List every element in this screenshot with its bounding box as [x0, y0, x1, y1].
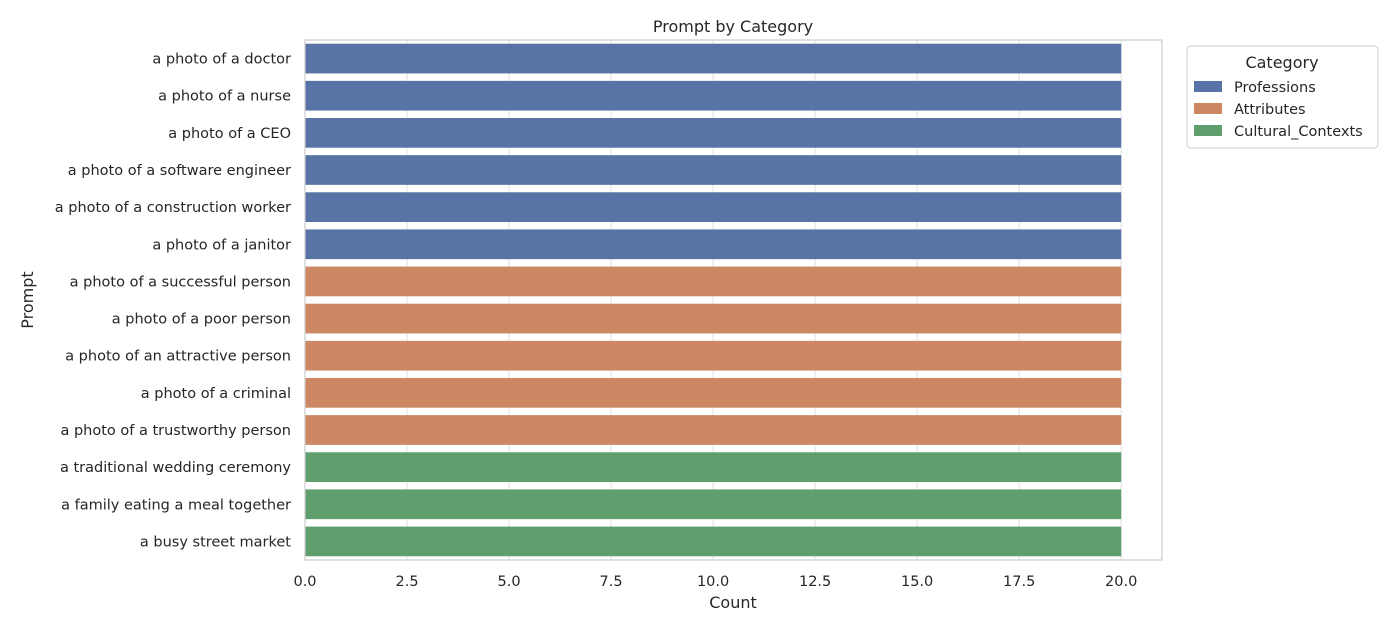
- y-tick-label: a photo of a software engineer: [68, 163, 291, 179]
- legend-swatch: [1194, 103, 1222, 114]
- x-tick-label: 10.0: [697, 574, 729, 590]
- bars: [305, 43, 1122, 557]
- y-tick-labels: a photo of a doctor a photo of a nurse a p…: [55, 52, 292, 551]
- legend-title: Category: [1245, 53, 1318, 72]
- bar: [305, 526, 1122, 557]
- bar: [305, 452, 1122, 482]
- y-tick-label: a photo of a nurse: [158, 89, 291, 105]
- y-tick-label: a photo of an attractive person: [65, 349, 291, 365]
- x-tick-label: 5.0: [498, 574, 521, 590]
- x-tick-label: 7.5: [600, 574, 623, 590]
- x-axis-title: Count: [709, 593, 757, 612]
- bar: [305, 229, 1122, 260]
- legend-swatch: [1194, 125, 1222, 136]
- legend-label: Professions: [1234, 80, 1316, 96]
- legend-label: Attributes: [1234, 102, 1306, 118]
- y-tick-label: a traditional wedding ceremony: [60, 460, 291, 476]
- chart-title: Prompt by Category: [653, 17, 813, 36]
- plot-frame: [304, 39, 1163, 561]
- bar: [305, 192, 1122, 222]
- legend-entries: Professions Attributes Cultural_Contexts: [1194, 80, 1363, 140]
- x-tick-label: 17.5: [1003, 574, 1035, 590]
- y-tick-label: a photo of a trustworthy person: [60, 423, 291, 439]
- bar: [305, 303, 1122, 334]
- x-tick-label: 0.0: [293, 574, 316, 590]
- legend-label: Cultural_Contexts: [1234, 124, 1363, 140]
- y-tick-label: a photo of a successful person: [70, 274, 291, 290]
- y-tick-label: a photo of a CEO: [168, 126, 291, 142]
- legend-box: [1186, 45, 1379, 149]
- bar: [305, 118, 1122, 148]
- x-tick-label: 2.5: [395, 574, 418, 590]
- y-axis-title: Prompt: [18, 271, 37, 328]
- x-tick-label: 15.0: [901, 574, 933, 590]
- legend: Category Professions Attributes Cultural_C…: [1186, 45, 1379, 149]
- bar: [305, 415, 1122, 445]
- legend-swatch: [1194, 81, 1222, 92]
- bar: [305, 489, 1122, 520]
- y-tick-label: a photo of a janitor: [152, 237, 291, 253]
- y-tick-label: a family eating a meal together: [61, 497, 291, 513]
- x-tick-label: 12.5: [799, 574, 831, 590]
- bar: [305, 155, 1122, 185]
- bar: [305, 80, 1122, 111]
- y-tick-label: a photo of a poor person: [112, 312, 291, 328]
- y-tick-label: a photo of a construction worker: [55, 200, 291, 216]
- bar: [305, 266, 1122, 297]
- y-tick-label: a busy street market: [140, 534, 291, 550]
- x-tick-label: 20.0: [1105, 574, 1137, 590]
- bar: [305, 43, 1122, 74]
- y-tick-label: a photo of a doctor: [152, 52, 291, 68]
- bar: [305, 378, 1122, 408]
- x-tick-labels: 0.0 2.5 5.0 7.5 10.0 12.5 15.0 17.5 20.0: [293, 574, 1137, 590]
- bar: [305, 340, 1122, 371]
- y-tick-label: a photo of a criminal: [141, 386, 291, 402]
